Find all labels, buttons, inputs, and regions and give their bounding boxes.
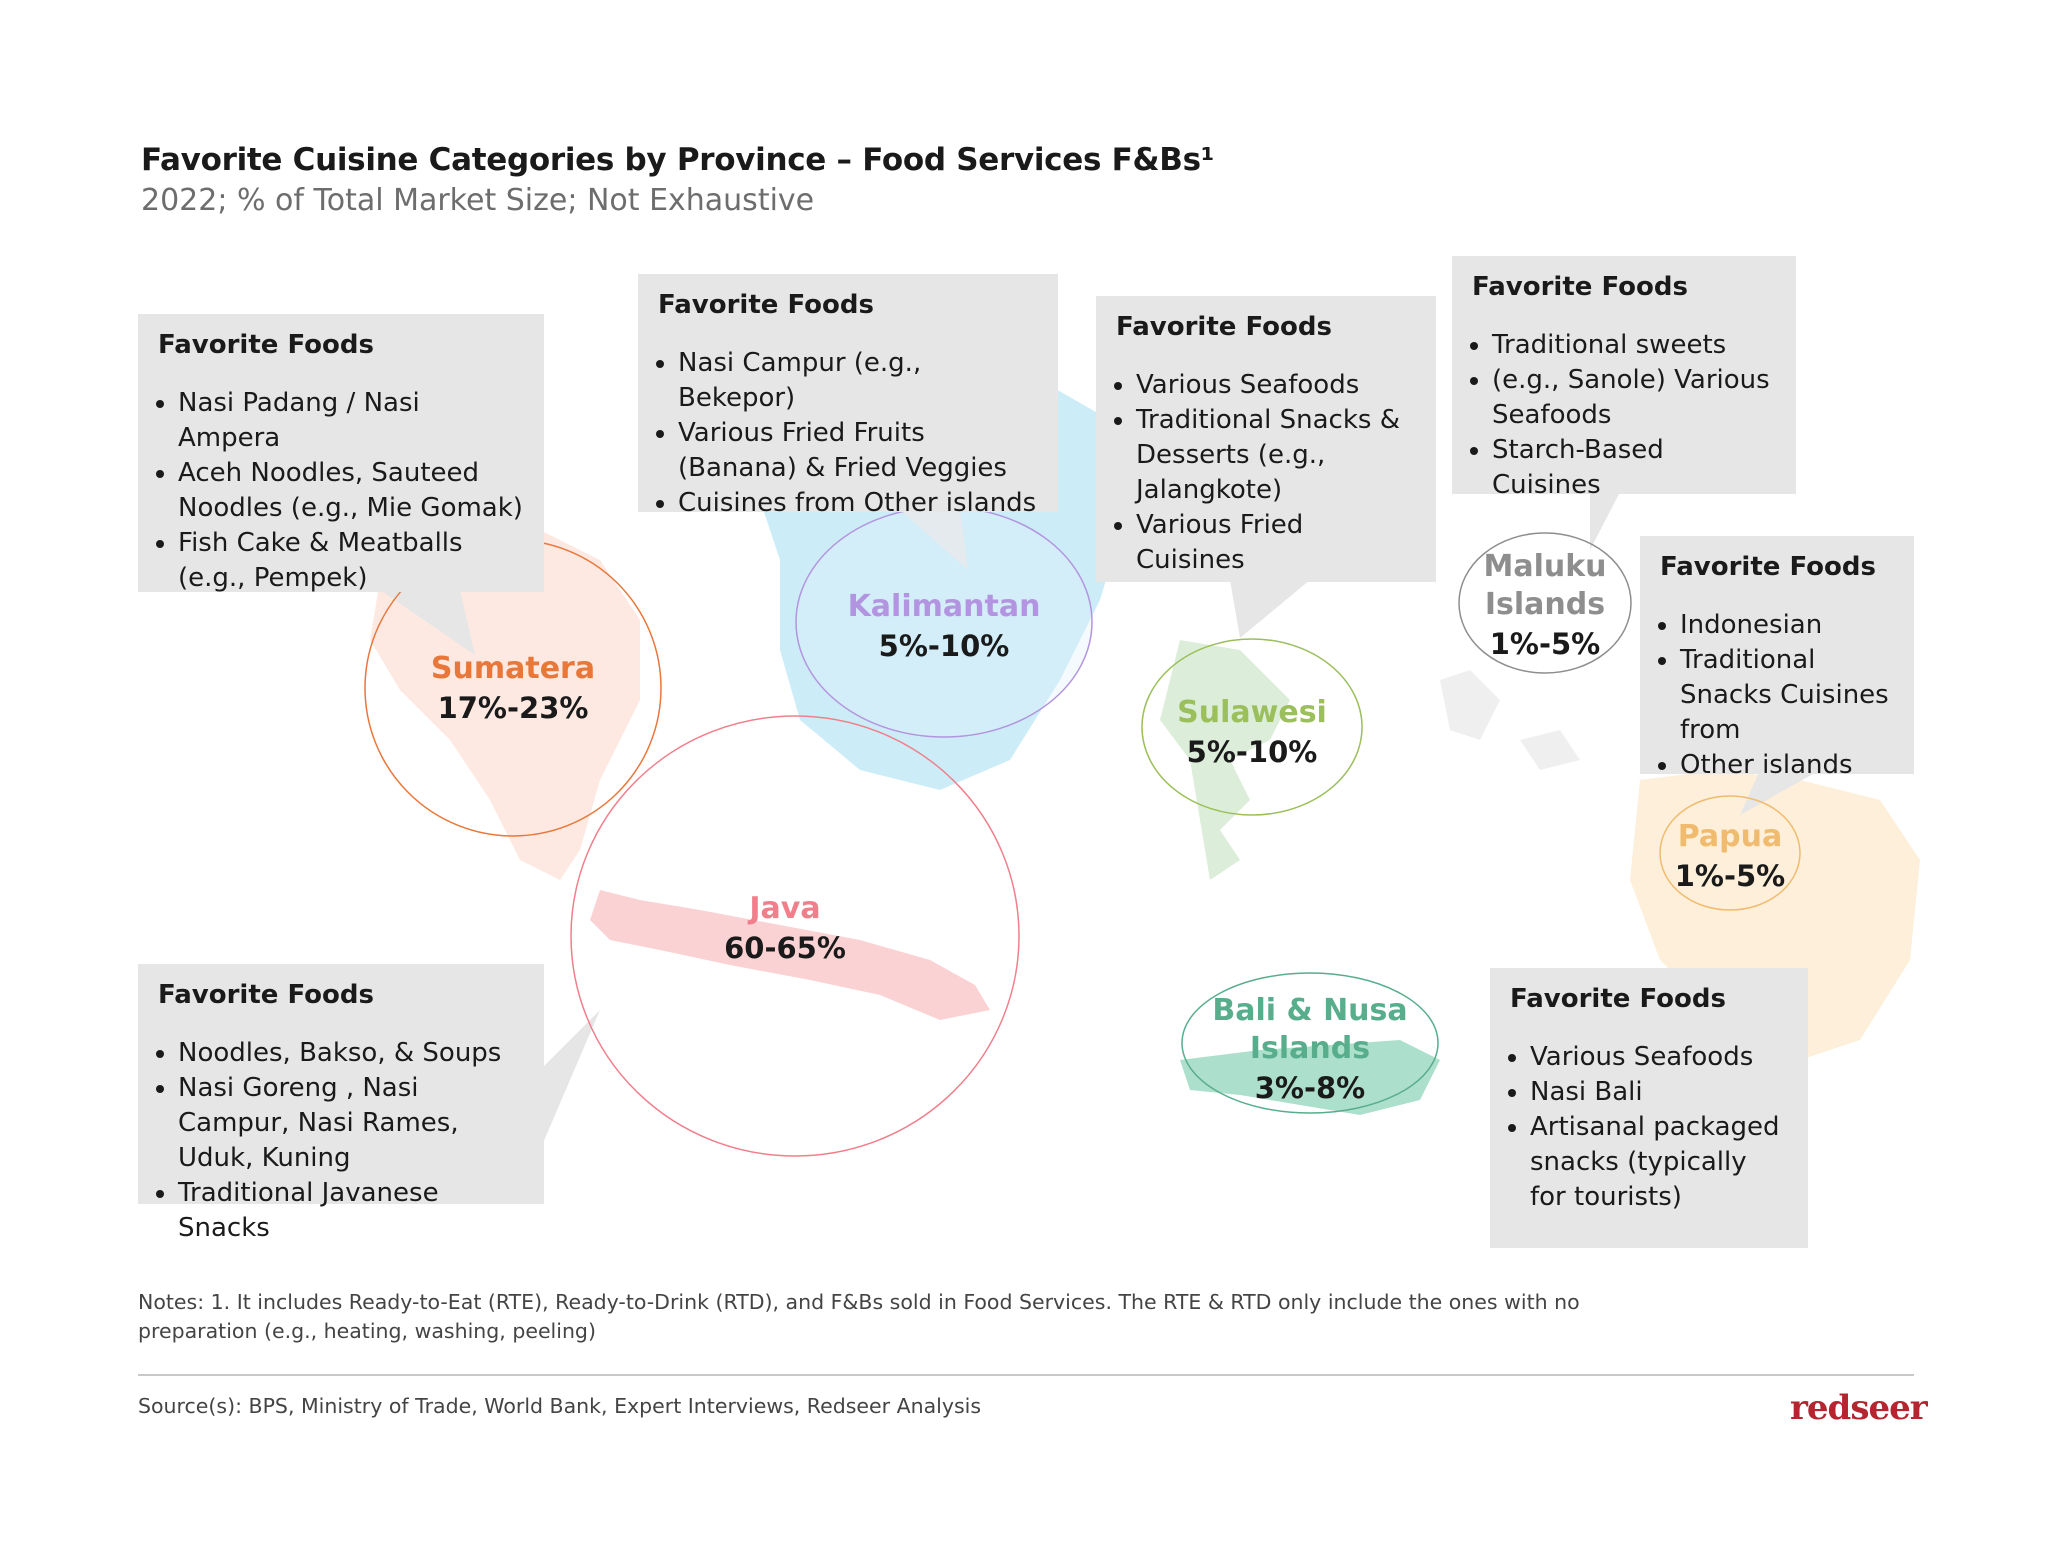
bali-nusa-name-line1: Bali & Nusa (1212, 993, 1408, 1028)
sulawesi-name: Sulawesi (1177, 695, 1327, 730)
list-item: Aceh Noodles, Sauteed Noodles (e.g., Mie… (178, 456, 524, 526)
list-item: Nasi Bali (1530, 1075, 1788, 1110)
redseer-logo: redseer (1790, 1388, 1928, 1428)
list-item: Various Fried Fruits (Banana) & Fried Ve… (678, 416, 1038, 486)
bali-nusa-share: 3%-8% (1254, 1071, 1366, 1105)
sumatera-foods-box: Favorite Foods Nasi Padang / Nasi Ampera… (138, 314, 544, 593)
list-item: (e.g., Sanole) Various Seafoods (1492, 363, 1776, 433)
footer-divider (138, 1374, 1914, 1376)
java-foods-heading: Favorite Foods (158, 980, 374, 1010)
list-item: Artisanal packaged snacks (typically for… (1530, 1110, 1788, 1215)
maluku-circle (1458, 532, 1632, 674)
sumatera-label: Sumatera 17%-23% (413, 650, 613, 728)
list-item: Fish Cake & Meatballs (e.g., Pempek) (178, 526, 524, 596)
maluku-foods-heading: Favorite Foods (1472, 272, 1688, 302)
footnote: Notes: 1. It includes Ready-to-Eat (RTE)… (138, 1290, 1580, 1343)
java-name: Java (749, 891, 821, 926)
list-item: Nasi Padang / Nasi Ampera (178, 386, 524, 456)
list-item: Various Fried Cuisines (1136, 508, 1416, 578)
sumatera-name: Sumatera (430, 651, 596, 686)
sulawesi-foods-heading: Favorite Foods (1116, 312, 1332, 342)
maluku-name-line2: Islands (1484, 587, 1606, 622)
papua-circle (1659, 795, 1801, 911)
java-circle (570, 715, 1020, 1157)
list-item: Indonesian (1680, 608, 1894, 643)
callout-pointer-java (540, 1010, 600, 1150)
bali-nusa-foods-box: Favorite Foods Various Seafoods Nasi Bal… (1490, 968, 1808, 1248)
sulawesi-circle (1141, 638, 1363, 816)
bali-nusa-foods-list: Various Seafoods Nasi Bali Artisanal pac… (1510, 1040, 1788, 1215)
bali-nusa-name-line2: Islands (1249, 1031, 1371, 1066)
maluku-foods-box: Favorite Foods Traditional sweets (e.g.,… (1452, 256, 1796, 500)
source-note: Source(s): BPS, Ministry of Trade, World… (138, 1394, 982, 1418)
java-foods-list: Noodles, Bakso, & Soups Nasi Goreng , Na… (158, 1036, 524, 1246)
sumatera-foods-list: Nasi Padang / Nasi Ampera Aceh Noodles, … (158, 386, 524, 596)
list-item: Other islands (1680, 748, 1894, 783)
kalimantan-label: Kalimantan 5%-10% (824, 588, 1064, 666)
kalimantan-foods-box: Favorite Foods Nasi Campur (e.g., Bekepo… (638, 274, 1058, 518)
callout-pointer-maluku (1590, 492, 1620, 550)
list-item: Nasi Campur (e.g., Bekepor) (678, 346, 1038, 416)
papua-name: Papua (1677, 819, 1783, 854)
kalimantan-foods-list: Nasi Campur (e.g., Bekepor) Various Frie… (658, 346, 1038, 521)
kalimantan-name: Kalimantan (847, 589, 1041, 624)
papua-foods-heading: Favorite Foods (1660, 552, 1876, 582)
sulawesi-share: 5%-10% (1186, 735, 1318, 769)
maluku-foods-list: Traditional sweets (e.g., Sanole) Variou… (1472, 328, 1776, 503)
bali-nusa-landmass (1180, 1040, 1440, 1115)
maluku-label: Maluku Islands 1%-5% (1465, 548, 1625, 664)
list-item: Traditional Snacks & Desserts (e.g., Jal… (1136, 403, 1416, 508)
bali-nusa-circle (1181, 972, 1439, 1114)
maluku-share: 1%-5% (1489, 627, 1601, 661)
java-label: Java 60-65% (685, 890, 885, 968)
callout-pointer-sumatera (380, 590, 475, 655)
bali-nusa-label: Bali & Nusa Islands 3%-8% (1190, 992, 1430, 1108)
bali-nusa-foods-heading: Favorite Foods (1510, 984, 1726, 1014)
list-item: Starch-Based Cuisines (1492, 433, 1776, 503)
sumatera-share: 17%-23% (437, 691, 589, 725)
papua-share: 1%-5% (1674, 859, 1786, 893)
sulawesi-landmass (1160, 640, 1290, 880)
list-item: Traditional Snacks Cuisines from (1680, 643, 1894, 748)
java-landmass (590, 890, 990, 1020)
java-share: 60-65% (724, 931, 846, 965)
sulawesi-foods-list: Various Seafoods Traditional Snacks & De… (1116, 368, 1416, 578)
maluku-landmass (1440, 670, 1580, 770)
list-item: Noodles, Bakso, & Soups (178, 1036, 524, 1071)
papua-foods-box: Favorite Foods Indonesian Traditional Sn… (1640, 536, 1914, 780)
papua-foods-list: Indonesian Traditional Snacks Cuisines f… (1660, 608, 1894, 783)
chart-subtitle: 2022; % of Total Market Size; Not Exhaus… (141, 183, 815, 218)
list-item: Various Seafoods (1530, 1040, 1788, 1075)
maluku-name-line1: Maluku (1483, 549, 1607, 584)
kalimantan-share: 5%-10% (878, 629, 1010, 663)
list-item: Various Seafoods (1136, 368, 1416, 403)
list-item: Cuisines from Other islands (678, 486, 1038, 521)
kalimantan-foods-heading: Favorite Foods (658, 290, 874, 320)
list-item: Traditional Javanese Snacks (178, 1176, 524, 1246)
callout-pointer-sulawesi (1230, 580, 1310, 638)
chart-title: Favorite Cuisine Categories by Province … (141, 142, 1214, 178)
sulawesi-label: Sulawesi 5%-10% (1152, 694, 1352, 772)
callout-pointer-papua (1740, 770, 1820, 815)
sumatera-foods-heading: Favorite Foods (158, 330, 374, 360)
callout-pointer-kalimantan (900, 510, 968, 570)
list-item: Nasi Goreng , Nasi Campur, Nasi Rames, U… (178, 1071, 524, 1176)
papua-label: Papua 1%-5% (1650, 818, 1810, 896)
java-foods-box: Favorite Foods Noodles, Bakso, & Soups N… (138, 964, 544, 1243)
list-item: Traditional sweets (1492, 328, 1776, 363)
sulawesi-foods-box: Favorite Foods Various Seafoods Traditio… (1096, 296, 1436, 582)
